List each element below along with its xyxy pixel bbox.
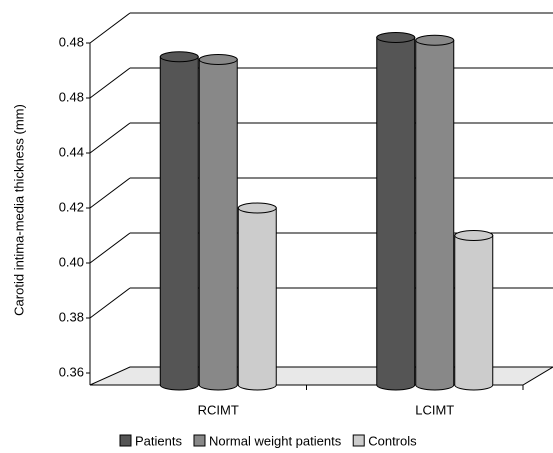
legend-label: Controls xyxy=(368,433,417,448)
bar-top xyxy=(198,54,238,65)
y-tick-label: 0.48 xyxy=(59,34,84,49)
bar-top xyxy=(159,51,199,63)
bar xyxy=(198,59,238,391)
bar xyxy=(237,207,277,391)
x-tick-label: RCIMT xyxy=(198,402,239,417)
y-tick-label: 0.48 xyxy=(59,89,84,104)
bar-top xyxy=(237,202,277,214)
x-tick-label: LCIMT xyxy=(415,402,454,417)
bar xyxy=(376,37,416,391)
y-tick-label: 0.42 xyxy=(59,199,84,214)
y-tick-label: 0.40 xyxy=(59,254,84,269)
grid-line xyxy=(89,12,131,44)
grid-line xyxy=(89,122,131,154)
y-tick-label: 0.38 xyxy=(59,309,84,324)
legend-swatch xyxy=(193,434,206,447)
legend-swatch xyxy=(352,434,365,447)
legend-label: Patients xyxy=(135,433,182,448)
legend-swatch xyxy=(119,434,132,447)
bar-top xyxy=(415,34,455,46)
bar xyxy=(454,235,494,391)
grid-line xyxy=(89,287,131,319)
bar-top xyxy=(454,230,494,241)
bar xyxy=(415,39,455,391)
bar xyxy=(159,56,199,391)
y-tick-label: 0.44 xyxy=(59,144,84,159)
grid-line xyxy=(89,232,131,264)
grid-line xyxy=(89,177,131,209)
legend-label: Normal weight patients xyxy=(209,433,342,448)
grid-line xyxy=(89,67,131,99)
y-axis-label: Carotid intima-media thickness (mm) xyxy=(11,104,26,316)
bar-top xyxy=(376,32,416,43)
y-tick-label: 0.36 xyxy=(59,364,84,379)
